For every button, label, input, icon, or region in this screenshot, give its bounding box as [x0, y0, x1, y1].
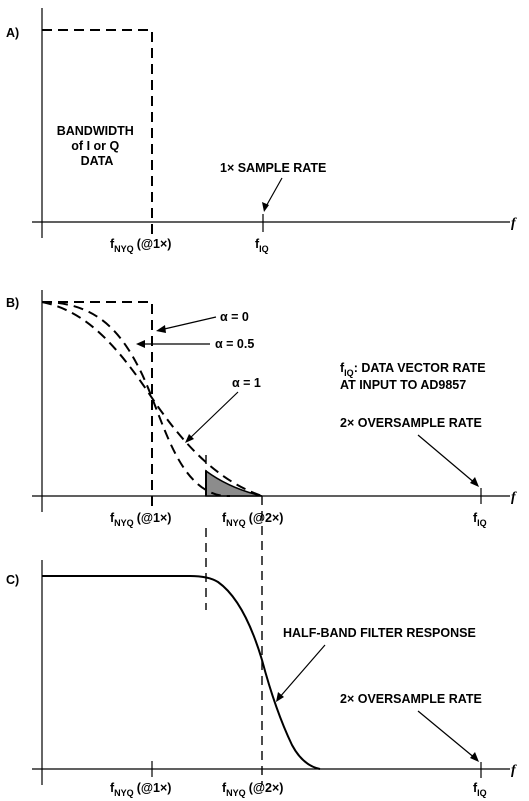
panel-c-label: C) [6, 573, 19, 587]
panel-b: B) α = 0 α = 0.5 α = 1 fIQ: DATA VECTOR … [6, 290, 517, 528]
panel-a-fnyq-label: fNYQ (@1×) [110, 237, 171, 254]
alpha1-label: α = 1 [232, 376, 261, 390]
half-band-filter-curve [42, 575, 321, 770]
alpha1-arrowhead [185, 434, 194, 443]
panel-b-oversample-label: 2× OVERSAMPLE RATE [340, 416, 482, 430]
alpha0-curve [42, 301, 153, 512]
panel-c-fnyq2-label: fNYQ (@2×) [222, 781, 283, 798]
sample-rate-arrowhead [262, 202, 269, 212]
panel-c-oversample-label: 2× OVERSAMPLE RATE [340, 692, 482, 706]
bandwidth-label: BANDWIDTH of I or Q DATA [57, 124, 138, 168]
panel-b-fnyq1-label: fNYQ (@1×) [110, 511, 171, 528]
alpha1-curve [41, 301, 263, 497]
panel-b-oversample-arrowhead [470, 477, 479, 487]
filter-response-label: HALF-BAND FILTER RESPONSE [283, 626, 476, 640]
panel-a-f-axis-label: f [511, 216, 517, 231]
panel-c-fnyq1-label: fNYQ (@1×) [110, 781, 171, 798]
panel-a-fiq-label: fIQ [255, 237, 269, 254]
panel-b-oversample-arrow [417, 434, 477, 485]
panel-a-label: A) [6, 26, 19, 40]
alpha05-arrowhead [136, 340, 145, 348]
alpha0-arrowhead [156, 325, 166, 333]
panel-b-fnyq2-label: fNYQ (@2×) [222, 511, 283, 528]
fiq-note-line2: AT INPUT TO AD9857 [340, 378, 466, 392]
alpha05-curve [41, 301, 231, 497]
sample-rate-label: 1× SAMPLE RATE [220, 161, 326, 175]
panel-c-oversample-arrow [417, 710, 477, 760]
panel-b-label: B) [6, 296, 19, 310]
panel-a: A) BANDWIDTH of I or Q DATA 1× SAMPLE RA… [6, 8, 517, 254]
alpha05-label: α = 0.5 [215, 337, 254, 351]
alpha0-label: α = 0 [220, 310, 249, 324]
panel-b-fiq-label: fIQ [473, 511, 487, 528]
panel-a-bandwidth-box [42, 29, 153, 236]
fiq-note-line1: fIQ: DATA VECTOR RATE [340, 361, 486, 378]
panel-c-fiq-label: fIQ [473, 781, 487, 798]
panel-c-f-axis-label: f [511, 763, 517, 778]
filter-response-arrowhead [276, 692, 284, 702]
alpha0-arrow [159, 316, 217, 331]
filter-response-arrow [278, 644, 326, 699]
panel-c-oversample-arrowhead [470, 752, 479, 762]
alpha1-arrow [187, 391, 239, 441]
panel-b-f-axis-label: f [511, 490, 517, 505]
panel-c: C) HALF-BAND FILTER RESPONSE 2× OVERSAMP… [6, 496, 517, 798]
